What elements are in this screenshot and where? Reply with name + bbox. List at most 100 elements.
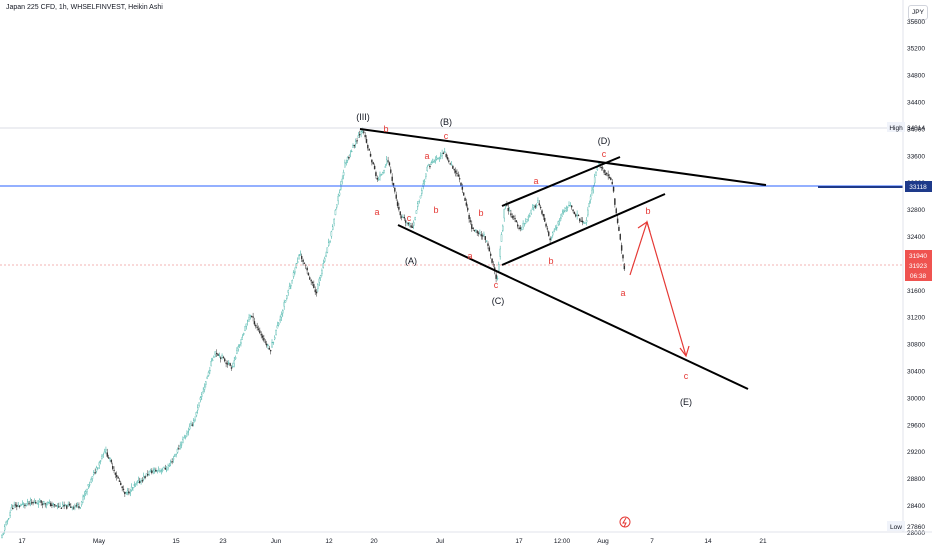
event-marker-icon[interactable]	[619, 516, 631, 528]
time-tick-label: Aug	[597, 538, 609, 545]
candle-body	[152, 470, 154, 472]
price-tick-label: 31600	[907, 288, 925, 295]
candle-body	[573, 211, 576, 215]
candle-body	[303, 262, 306, 264]
subwave-label-b: b	[383, 124, 388, 134]
candle-body	[17, 504, 19, 507]
time-axis[interactable]: 17 May 15 23 Jun 12 20 Jul 17 12:00 Aug 7 14 21	[0, 531, 932, 545]
price-tick-label: 30800	[907, 342, 925, 349]
candle-body	[156, 470, 158, 472]
candle-body	[261, 335, 264, 338]
candle-body	[577, 214, 580, 217]
candle-body	[168, 465, 171, 467]
candle-body	[317, 284, 319, 289]
candle-body	[537, 200, 539, 203]
candle-body	[153, 469, 156, 472]
candle-body	[481, 235, 484, 237]
candle-body	[429, 166, 431, 168]
price-axis[interactable]: 3560035200348003440034000336003320032800…	[887, 0, 932, 537]
candle-body	[141, 480, 144, 482]
candle-body	[519, 227, 522, 229]
candle-body	[101, 456, 103, 459]
candle-body	[491, 258, 493, 263]
candle-body	[511, 216, 514, 218]
candle-body	[213, 356, 215, 358]
candle-body	[241, 336, 244, 340]
candle-body	[461, 186, 464, 190]
price-tick-label: 34000	[907, 126, 925, 133]
candle-body	[167, 467, 169, 469]
candle-body	[338, 192, 341, 196]
candle-body	[37, 503, 40, 505]
candle-body	[475, 229, 477, 231]
candle-body	[460, 182, 462, 186]
candle-body	[422, 183, 424, 188]
currency-button[interactable]: JPY	[908, 5, 928, 20]
candle-body	[568, 205, 570, 207]
subwave-labels: b a c a b c b a c a b c a b c	[374, 124, 688, 381]
candle-body	[128, 491, 130, 494]
candle-body	[315, 291, 318, 294]
time-tick-label: 14	[704, 538, 712, 545]
resistance-price-tag	[905, 181, 932, 192]
candle-body	[575, 214, 577, 217]
candle-body	[145, 473, 148, 477]
candle-body	[565, 207, 568, 209]
candle-body	[418, 201, 420, 203]
candle-body	[124, 492, 126, 495]
price-tick-label: 31200	[907, 315, 925, 322]
low-tag-value: 27860	[907, 524, 925, 531]
candle-body	[476, 230, 478, 234]
candle-body	[427, 164, 430, 166]
price-tick-label: 35600	[907, 19, 925, 26]
candle-body	[487, 243, 489, 246]
candle-body	[364, 134, 366, 138]
candle-body	[143, 476, 145, 480]
candle-body	[248, 317, 250, 320]
candle-body	[571, 205, 573, 208]
candle-body	[210, 361, 212, 367]
subwave-label-c: c	[444, 131, 449, 141]
candle-body	[66, 505, 68, 509]
candle-body	[354, 141, 357, 145]
candles	[1, 127, 626, 539]
candle-body	[411, 226, 414, 228]
lower-trendline	[397, 224, 749, 390]
candle-body	[479, 232, 481, 234]
candle-body	[373, 165, 376, 170]
candle-body	[398, 206, 400, 210]
candle-body	[157, 470, 160, 472]
candle-body	[194, 418, 196, 421]
candle-body	[337, 196, 339, 202]
candle-body	[26, 501, 29, 503]
candle-body	[584, 222, 586, 224]
candle-body	[201, 394, 203, 397]
candle-body	[74, 506, 76, 508]
candle-body	[552, 232, 554, 236]
candle-body	[425, 173, 427, 178]
candle-body	[561, 213, 563, 217]
candle-body	[518, 227, 520, 229]
candle-body	[240, 342, 242, 344]
candle-body	[473, 229, 476, 232]
candle-body	[535, 205, 538, 207]
candle-body	[363, 131, 365, 133]
candle-body	[132, 487, 134, 489]
candle-body	[75, 505, 77, 507]
price-tick-label: 29600	[907, 422, 925, 429]
candle-body	[118, 480, 121, 482]
candle-body	[517, 224, 519, 227]
candle-body	[126, 490, 129, 493]
price-tick-label: 30000	[907, 395, 925, 402]
candle-body	[251, 315, 253, 318]
candle-body	[209, 370, 211, 372]
candle-body	[112, 466, 114, 469]
candle-body	[53, 504, 56, 506]
candle-body	[345, 162, 347, 164]
candle-body	[480, 234, 482, 237]
candle-body	[147, 474, 149, 476]
candle-body	[327, 242, 330, 246]
candle-body	[36, 502, 38, 505]
candle-body	[121, 486, 123, 489]
